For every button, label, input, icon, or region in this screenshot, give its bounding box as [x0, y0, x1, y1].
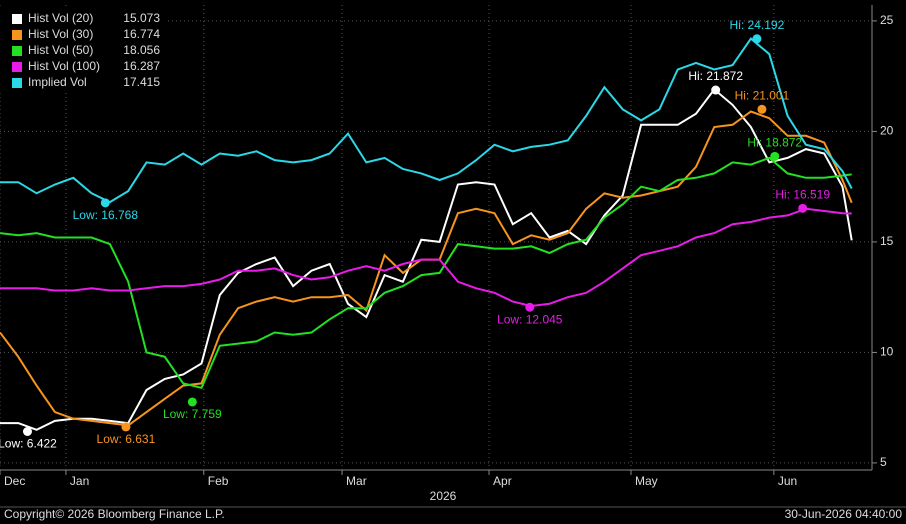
- annotation-marker: [100, 198, 110, 208]
- annotation-label: Low: 16.768: [73, 208, 139, 222]
- legend-swatch: [12, 30, 22, 40]
- annotation-marker: [770, 151, 780, 161]
- legend-swatch: [12, 14, 22, 24]
- legend-label: Hist Vol (20): [28, 11, 93, 25]
- x-tick-label: Jun: [778, 474, 797, 488]
- annotation-label: Hi: 21.001: [735, 88, 790, 102]
- x-tick-label: Jan: [70, 474, 89, 488]
- annotation-marker: [798, 203, 808, 213]
- annotation-marker: [711, 85, 721, 95]
- annotation-label: Hi: 21.872: [688, 69, 743, 83]
- y-tick-label: 20: [880, 124, 894, 138]
- legend-value: 15.073: [123, 11, 160, 25]
- annotation-label: Low: 7.759: [163, 407, 222, 421]
- annotation-label: Hi: 18.872: [747, 136, 802, 150]
- x-tick-label: May: [635, 474, 658, 488]
- y-tick-label: 10: [880, 345, 894, 359]
- legend-value: 17.415: [123, 75, 160, 89]
- legend-value: 18.056: [123, 43, 160, 57]
- annotation-marker: [187, 397, 197, 407]
- legend-swatch: [12, 46, 22, 56]
- y-tick-label: 15: [880, 234, 894, 248]
- annotation-label: Low: 12.045: [497, 312, 563, 326]
- series-line: [0, 156, 852, 389]
- legend-box: [0, 8, 166, 92]
- annotation-label: Low: 6.631: [97, 432, 156, 446]
- legend-label: Implied Vol: [28, 75, 87, 89]
- legend-swatch: [12, 62, 22, 72]
- annotation-marker: [121, 422, 131, 432]
- legend-value: 16.774: [123, 27, 160, 41]
- legend-value: 16.287: [123, 59, 160, 73]
- legend-label: Hist Vol (50): [28, 43, 93, 57]
- x-axis-label: 2026: [430, 489, 457, 503]
- legend-label: Hist Vol (100): [28, 59, 100, 73]
- series-line: [0, 37, 853, 204]
- annotation-marker: [22, 427, 32, 437]
- x-tick-label: Dec: [4, 474, 25, 488]
- x-tick-label: Feb: [208, 474, 229, 488]
- annotation-marker: [752, 34, 762, 44]
- x-tick-label: Apr: [493, 474, 512, 488]
- annotation-marker: [757, 104, 767, 114]
- legend-swatch: [12, 78, 22, 88]
- timestamp: 30-Jun-2026 04:40:00: [785, 507, 903, 521]
- annotation-marker: [525, 302, 535, 312]
- annotation-label: Hi: 16.519: [775, 188, 830, 202]
- y-tick-label: 25: [880, 13, 894, 27]
- annotation-label: Low: 6.422: [0, 437, 57, 451]
- copyright: Copyright© 2026 Bloomberg Finance L.P.: [4, 507, 225, 521]
- x-tick-label: Mar: [346, 474, 367, 488]
- series-line: [0, 207, 852, 308]
- legend-label: Hist Vol (30): [28, 27, 93, 41]
- annotation-label: Hi: 24.192: [730, 18, 785, 32]
- y-tick-label: 5: [880, 455, 887, 469]
